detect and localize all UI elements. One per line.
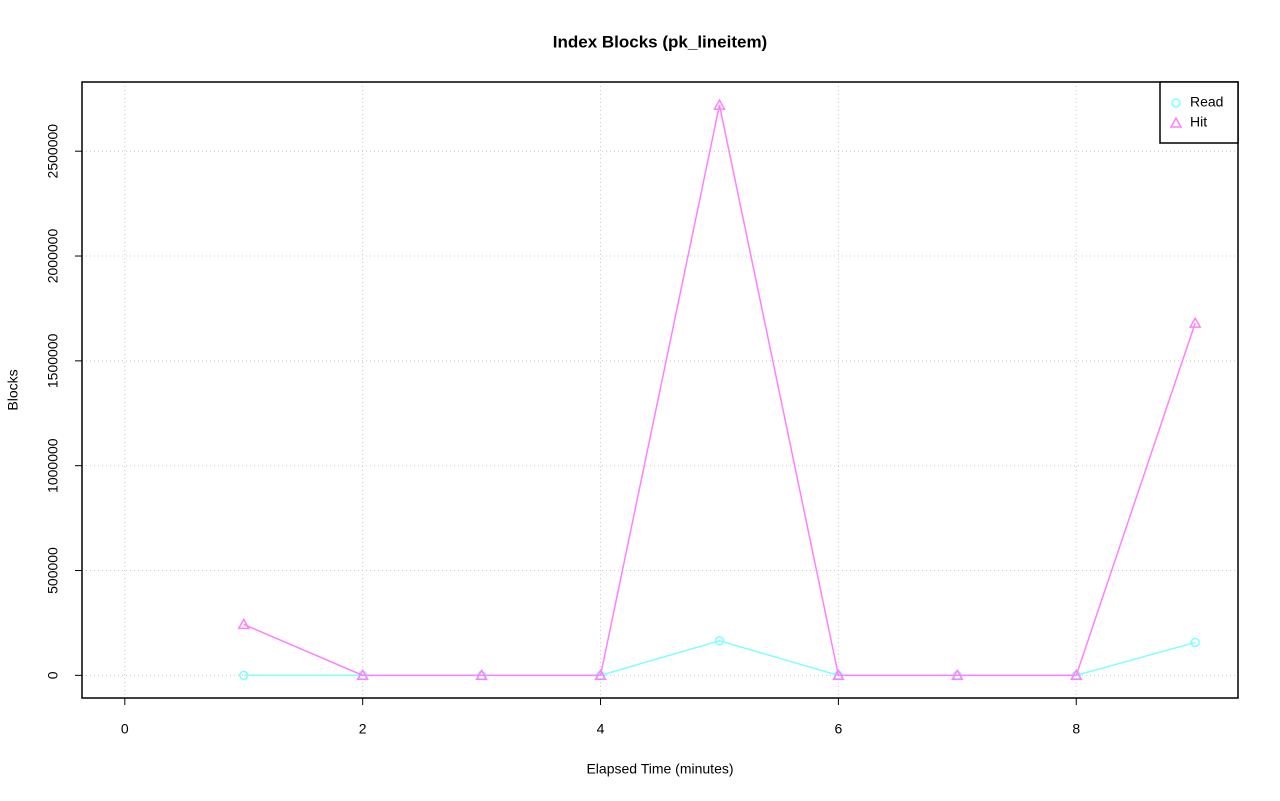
- y-tick-label: 2500000: [45, 124, 61, 179]
- y-tick-label: 2000000: [45, 229, 61, 284]
- legend-marker: [1169, 116, 1183, 128]
- legend-marker: [1171, 98, 1181, 108]
- point: [1190, 637, 1200, 648]
- x-axis-label: Elapsed Time (minutes): [586, 761, 733, 777]
- point: [832, 668, 845, 681]
- point: [237, 617, 251, 630]
- y-axis-label: Blocks: [5, 369, 21, 410]
- point: [1069, 668, 1083, 681]
- plot-frame: [81, 81, 1239, 699]
- point: [238, 670, 249, 681]
- legend-box: [1159, 81, 1239, 144]
- x-tick-label: 0: [121, 721, 129, 737]
- x-tick-label: 2: [359, 721, 367, 737]
- x-tick-label: 4: [597, 721, 605, 737]
- y-tick-label: 1500000: [45, 333, 61, 388]
- y-tick-label: 500000: [45, 547, 61, 594]
- legend-label: Read: [1190, 94, 1223, 110]
- point: [713, 98, 726, 110]
- point: [714, 636, 725, 646]
- legend-label: Hit: [1190, 114, 1207, 130]
- series-line: [243, 639, 1196, 677]
- x-tick-label: 6: [834, 721, 842, 737]
- x-tick-label: 8: [1072, 721, 1080, 737]
- point: [594, 668, 607, 681]
- point: [356, 668, 369, 681]
- series-line: [243, 104, 1196, 677]
- y-tick-label: 1000000: [45, 438, 61, 493]
- point: [475, 668, 488, 681]
- chart-title: Index Blocks (pk_lineitem): [553, 32, 767, 51]
- point: [1188, 316, 1202, 328]
- point: [951, 668, 964, 681]
- y-tick-label: 0: [45, 671, 61, 679]
